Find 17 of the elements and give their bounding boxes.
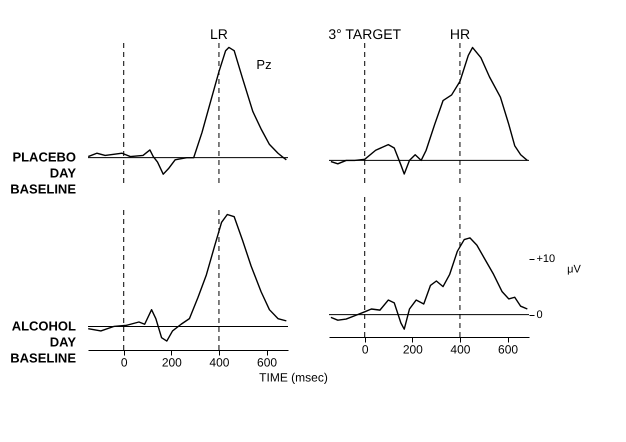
ref-line-label: LR — [210, 26, 228, 42]
annotation: Pz — [256, 57, 272, 72]
x-tick-label: 400 — [209, 356, 230, 370]
x-tick-label: 600 — [257, 356, 278, 370]
x-tick-label: 0 — [120, 356, 128, 370]
y-axis-title: PLACEBO DAY BASELINE — [10, 150, 76, 197]
x-tick-label: 0 — [362, 342, 369, 356]
x-tick-label: 200 — [162, 356, 182, 370]
ref-line-label: 3° TARGET — [328, 26, 402, 42]
y-axis-title: μV — [567, 264, 582, 276]
x-tick-label: 400 — [450, 342, 471, 356]
y-tick-label: +10 — [536, 253, 556, 266]
x-tick-label: 600 — [498, 342, 518, 356]
x-axis-title: TIME (msec) — [259, 370, 328, 384]
y-axis-title: ALCOHOL DAY BASELINE — [10, 318, 76, 366]
ref-line-label: HR — [450, 26, 470, 42]
x-tick-label: 200 — [402, 342, 424, 356]
